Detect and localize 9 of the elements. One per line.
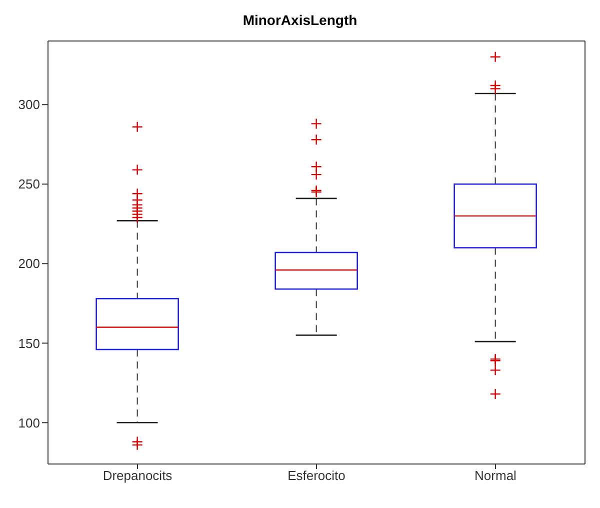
y-tick-label: 200 <box>18 256 40 272</box>
x-tick-label: Normal <box>474 468 517 484</box>
y-tick-label: 150 <box>18 336 40 351</box>
chart-title: MinorAxisLength <box>242 11 358 30</box>
x-tick-label: Drepanocits <box>102 468 173 484</box>
y-tick-label: 300 <box>18 97 40 112</box>
x-tick-label: Esferocito <box>288 468 346 484</box>
y-tick-label: 250 <box>18 176 40 192</box>
y-tick-label: 100 <box>18 415 40 430</box>
